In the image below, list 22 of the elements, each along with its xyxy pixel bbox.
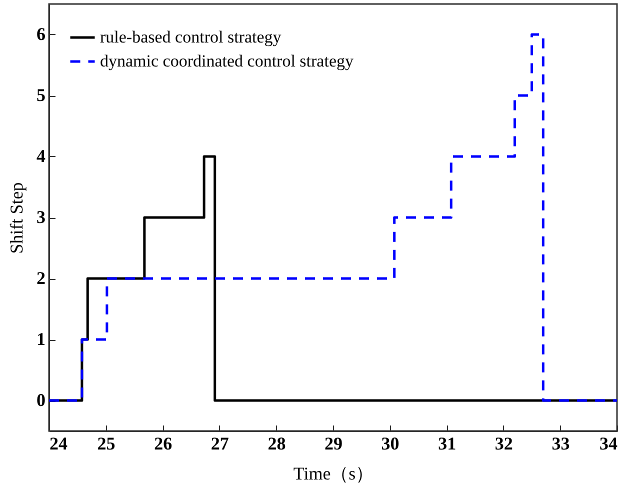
legend-label: dynamic coordinated control strategy <box>100 52 354 70</box>
x-tick-label: 29 <box>324 434 342 454</box>
y-tick-label: 0 <box>36 390 46 410</box>
x-tick-label: 24 <box>50 434 68 454</box>
x-tick-label: 25 <box>97 434 116 454</box>
x-tick-label: 32 <box>494 434 513 454</box>
y-tick-label: 6 <box>36 24 46 44</box>
x-tick-label: 26 <box>154 434 172 454</box>
x-axis-title: Time（s） <box>293 464 374 484</box>
x-tick-label: 33 <box>552 434 570 454</box>
y-tick-label: 2 <box>36 268 46 288</box>
x-tick-label: 31 <box>438 434 456 454</box>
y-axis-title: Shift Step <box>6 182 26 254</box>
y-tick-label: 5 <box>36 85 46 105</box>
legend-label: rule-based control strategy <box>100 28 282 46</box>
y-tick-label: 4 <box>36 146 46 166</box>
x-tick-label: 34 <box>600 434 618 454</box>
x-tick-label: 30 <box>381 434 400 454</box>
x-tick-label: 28 <box>268 434 286 454</box>
y-tick-label: 1 <box>36 329 46 349</box>
y-tick-label: 3 <box>36 207 46 227</box>
x-tick-label: 27 <box>210 434 229 454</box>
